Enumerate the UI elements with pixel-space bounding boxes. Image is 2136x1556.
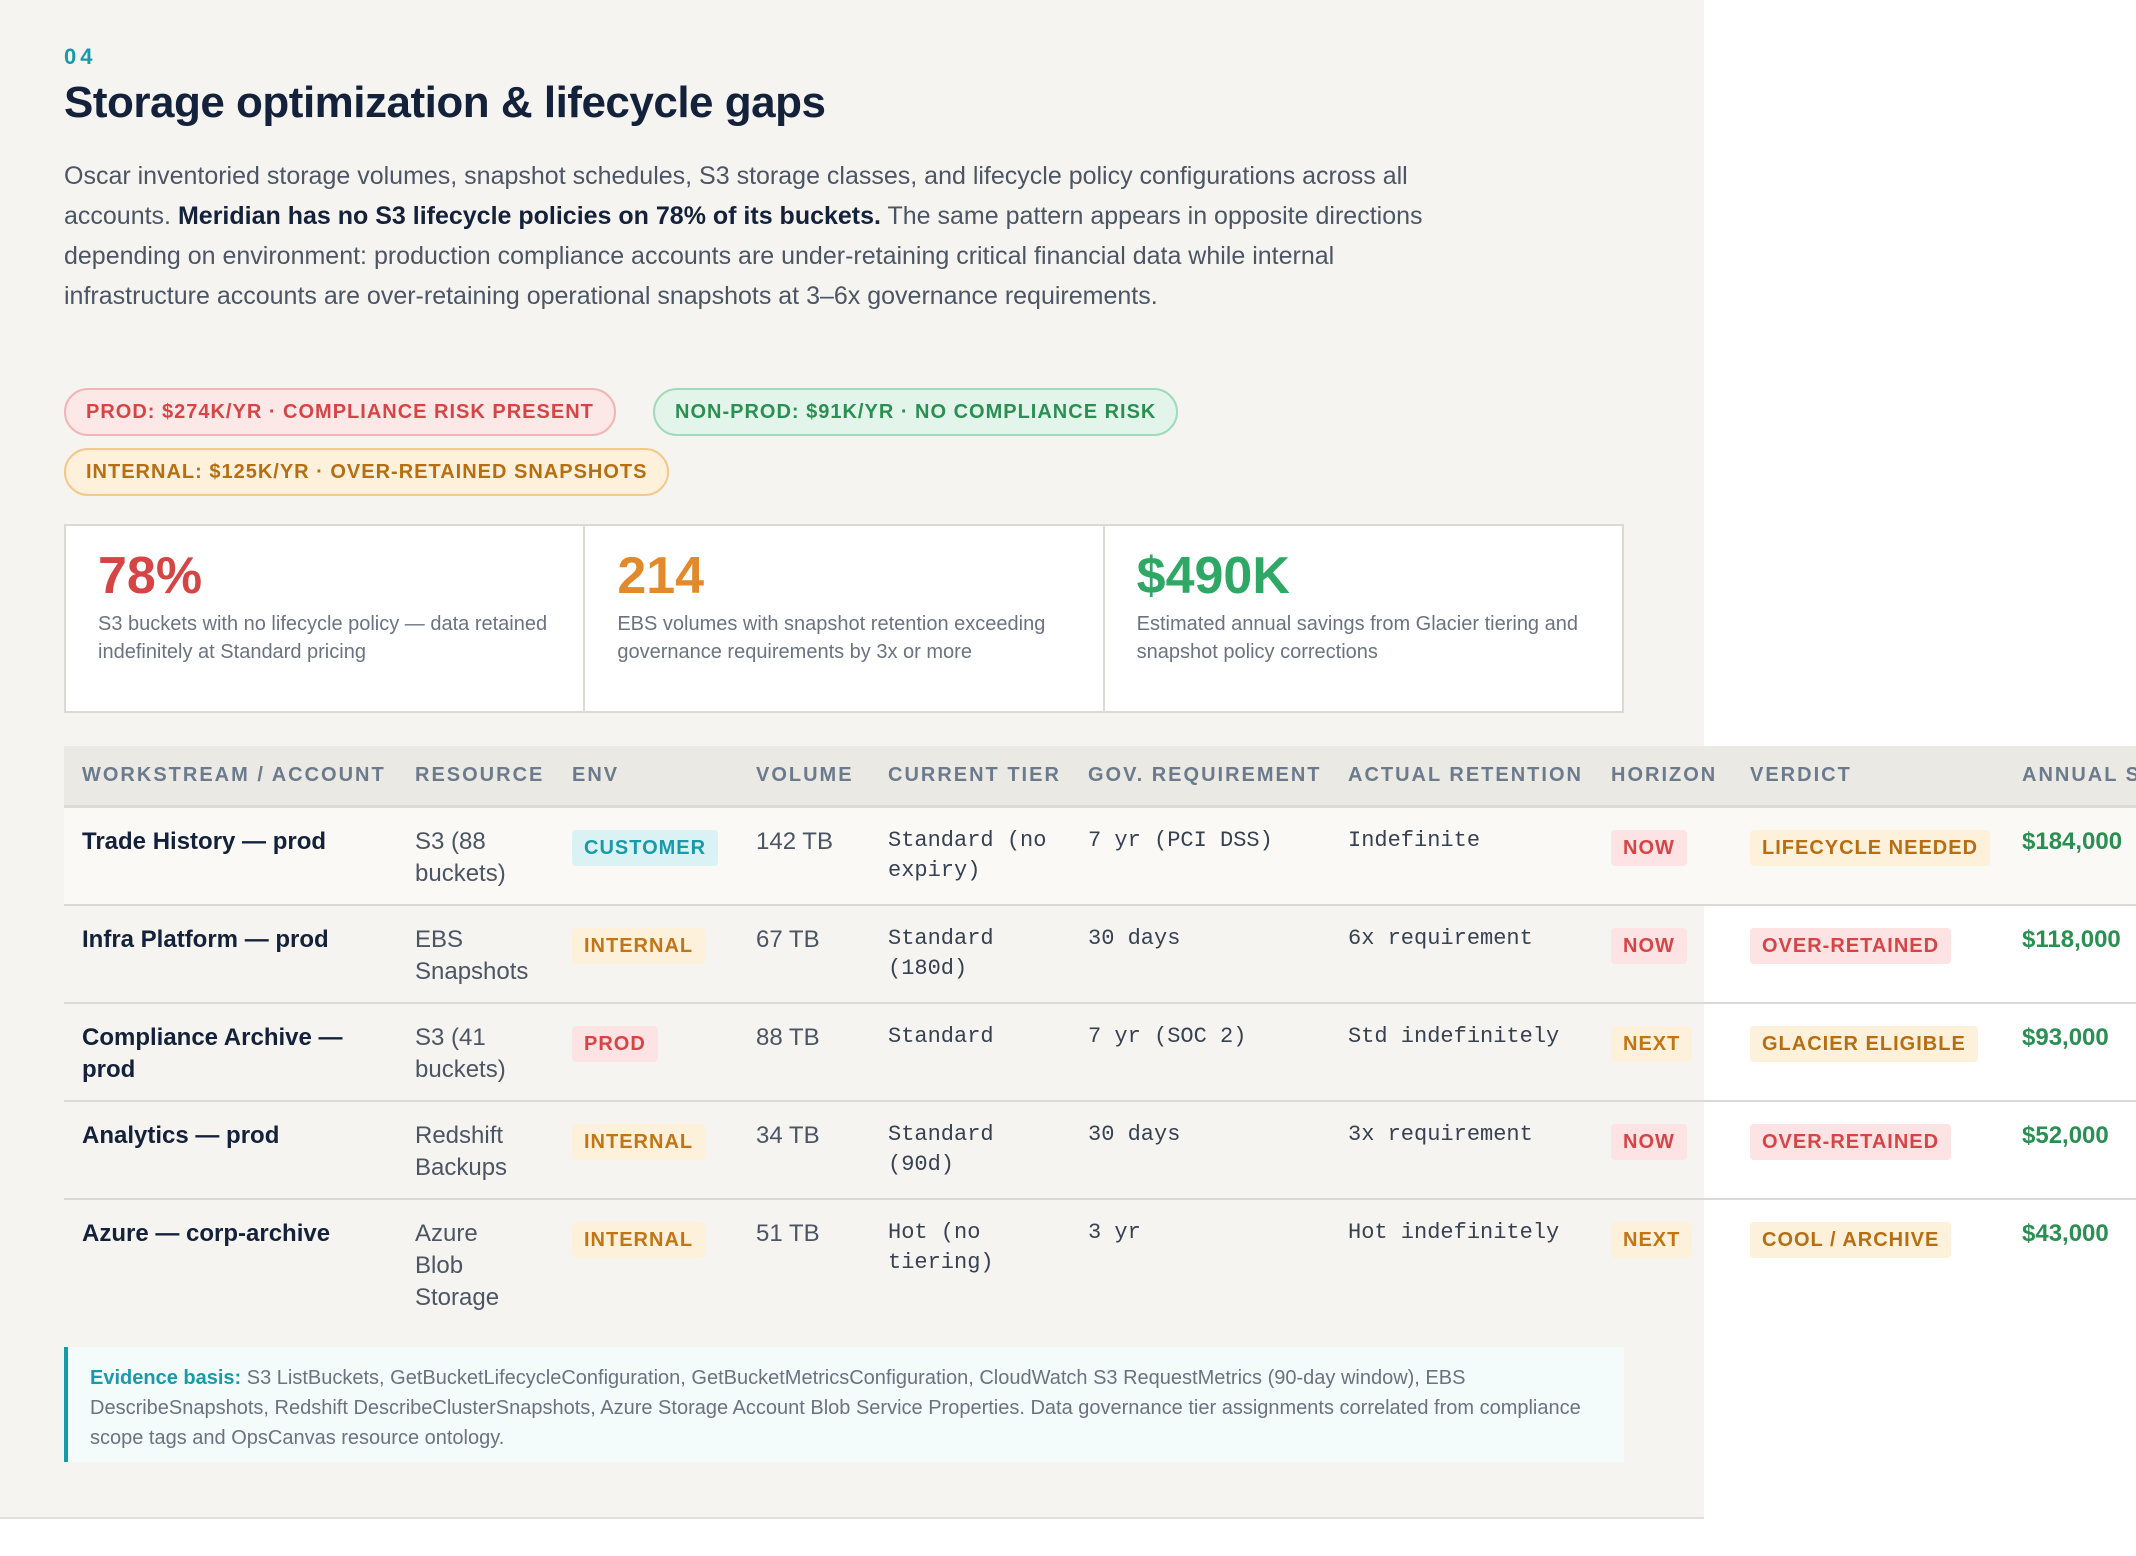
row-volume: 67 TB [756,926,820,953]
stat-value: $490K [1136,547,1290,605]
intro-text-a: Oscar inventoried storage volumes, snaps… [64,162,1408,230]
row-annual-savings: $184,000 [2022,828,2123,855]
row-actual-retention: Indefinite [1348,828,1481,853]
col-header-actual-retention: ACTUAL RETENTION [1348,764,1583,786]
row-gov-requirement: 7 yr (PCI DSS) [1088,828,1273,853]
col-header-volume: VOLUME [756,764,854,786]
stat-description: EBS volumes with snapshot retention exce… [617,613,1046,663]
env-badge: INTERNAL [572,1124,706,1160]
table-row: Infra Platform — prod EBS Snapshots INTE… [64,906,2136,1004]
stat-card-lifecycle: 78% S3 buckets with no lifecycle policy … [66,526,586,711]
horizon-badge: NOW [1611,1124,1687,1160]
section-number: 04 [64,44,97,69]
storage-table: WORKSTREAM / ACCOUNT RESOURCE ENV VOLUME… [64,746,2136,1328]
stat-value: 214 [617,547,705,605]
env-badge: INTERNAL [572,1222,706,1258]
row-account: Azure — corp-archive [82,1220,331,1247]
row-volume: 34 TB [756,1122,820,1149]
table-row: Azure — corp-archive Azure Blob Storage … [64,1200,2136,1328]
horizon-badge: NOW [1611,830,1687,866]
row-gov-requirement: 7 yr (SOC 2) [1088,1024,1247,1049]
verdict-badge: LIFECYCLE NEEDED [1750,830,1991,866]
row-annual-savings: $43,000 [2022,1220,2109,1247]
row-current-tier: Standard [888,1024,994,1049]
internal-cost-pill: INTERNAL: $125K/YR · OVER-RETAINED SNAPS… [64,448,670,496]
row-resource: S3 (41 buckets) [415,1024,506,1083]
row-volume: 51 TB [756,1220,820,1247]
row-current-tier: Hot (no tiering) [888,1220,994,1275]
verdict-badge: OVER-RETAINED [1750,1124,1952,1160]
verdict-badge: OVER-RETAINED [1750,928,1952,964]
col-header-resource: RESOURCE [415,764,545,786]
stat-value: 78% [98,547,203,605]
row-resource: EBS Snapshots [415,926,529,985]
evidence-label: Evidence basis: [90,1367,242,1389]
col-header-account: WORKSTREAM / ACCOUNT [82,764,386,786]
intro-highlight: Meridian has no S3 lifecycle policies on… [177,202,881,230]
row-gov-requirement: 3 yr [1088,1220,1141,1245]
stat-description: Estimated annual savings from Glacier ti… [1136,613,1578,663]
row-resource: Azure Blob Storage [415,1220,500,1311]
row-annual-savings: $52,000 [2022,1122,2109,1149]
row-account: Analytics — prod [82,1122,280,1149]
row-annual-savings: $93,000 [2022,1024,2109,1051]
col-header-gov-requirement: GOV. REQUIREMENT [1088,764,1322,786]
col-header-verdict: VERDICT [1750,764,1852,786]
table-header: WORKSTREAM / ACCOUNT RESOURCE ENV VOLUME… [64,746,2136,808]
horizon-badge: NEXT [1611,1026,1693,1062]
col-header-current-tier: CURRENT TIER [888,764,1061,786]
prod-cost-pill: PROD: $274K/YR · COMPLIANCE RISK PRESENT [64,388,616,436]
table-row: Analytics — prod Redshift Backups INTERN… [64,1102,2136,1200]
evidence-text: S3 ListBuckets, GetBucketLifecycleConfig… [90,1367,1581,1449]
row-gov-requirement: 30 days [1088,1122,1181,1147]
row-gov-requirement: 30 days [1088,926,1181,951]
row-annual-savings: $118,000 [2022,926,2121,953]
stat-card-savings: $490K Estimated annual savings from Glac… [1105,526,1622,711]
col-header-annual-savings: ANNUAL S [2022,764,2136,786]
row-actual-retention: Std indefinitely [1348,1024,1560,1049]
table-row: Trade History — prod S3 (88 buckets) CUS… [64,808,2136,906]
row-account: Trade History — prod [82,828,327,855]
row-actual-retention: 3x requirement [1348,1122,1533,1147]
col-header-horizon: HORIZON [1611,764,1718,786]
horizon-badge: NOW [1611,928,1687,964]
intro-text-b: The same pattern appears in opposite dir… [64,202,1423,310]
env-badge: PROD [572,1026,658,1062]
row-current-tier: Standard (180d) [888,926,994,981]
env-badge: INTERNAL [572,928,706,964]
row-volume: 142 TB [756,828,833,855]
row-actual-retention: Hot indefinitely [1348,1220,1560,1245]
evidence-note: Evidence basis: S3 ListBuckets, GetBucke… [64,1347,1624,1462]
col-header-env: ENV [572,764,620,786]
row-current-tier: Standard (no expiry) [888,828,1047,883]
row-account: Infra Platform — prod [82,926,329,953]
row-resource: Redshift Backups [415,1122,508,1181]
nonprod-cost-pill: NON-PROD: $91K/YR · NO COMPLIANCE RISK [653,388,1179,436]
row-account: Compliance Archive — prod [82,1024,343,1083]
row-resource: S3 (88 buckets) [415,828,506,887]
row-volume: 88 TB [756,1024,820,1051]
env-badge: CUSTOMER [572,830,719,866]
verdict-badge: COOL / ARCHIVE [1750,1222,1952,1258]
section-title: Storage optimization & lifecycle gaps [64,78,826,127]
row-current-tier: Standard (90d) [888,1122,994,1177]
row-actual-retention: 6x requirement [1348,926,1533,951]
section-intro: Oscar inventoried storage volumes, snaps… [64,156,1444,316]
stat-description: S3 buckets with no lifecycle policy — da… [98,613,548,663]
stat-card-ebs: 214 EBS volumes with snapshot retention … [585,526,1105,711]
verdict-badge: GLACIER ELIGIBLE [1750,1026,1978,1062]
horizon-badge: NEXT [1611,1222,1693,1258]
table-row: Compliance Archive — prod S3 (41 buckets… [64,1004,2136,1102]
stats-row: 78% S3 buckets with no lifecycle policy … [64,524,1624,713]
